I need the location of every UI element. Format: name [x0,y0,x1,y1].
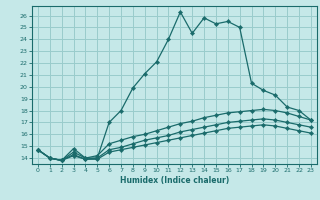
X-axis label: Humidex (Indice chaleur): Humidex (Indice chaleur) [120,176,229,185]
